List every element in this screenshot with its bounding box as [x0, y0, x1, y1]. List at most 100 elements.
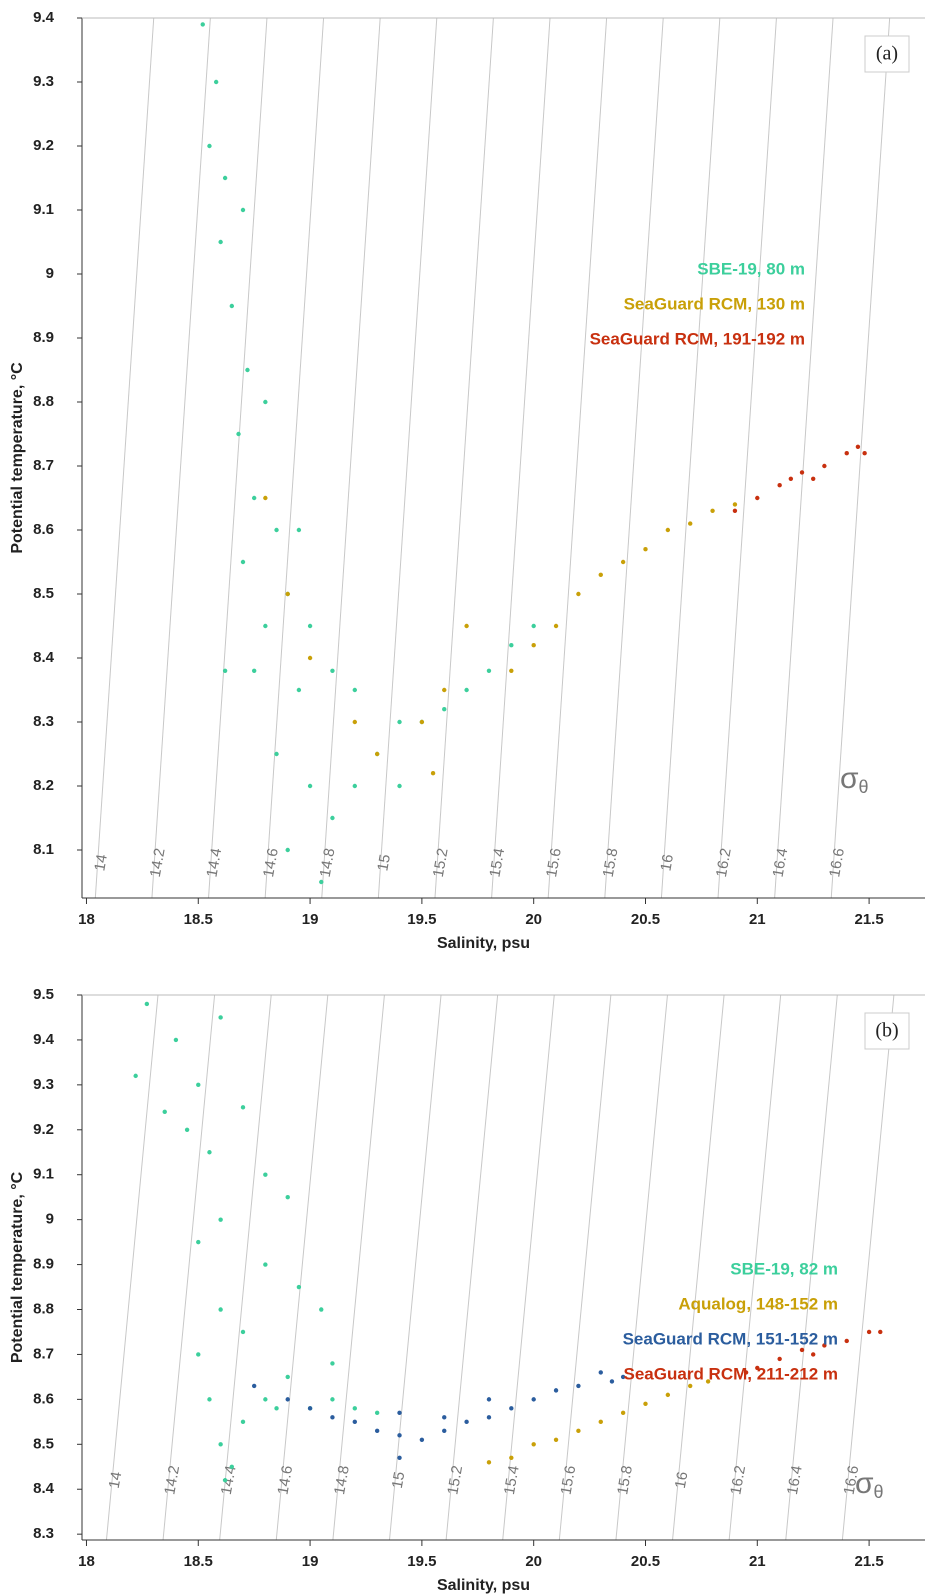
data-point: [486, 668, 492, 673]
x-tick-label: 21.5: [854, 911, 883, 928]
sigma: σ: [855, 1467, 874, 1500]
data-point: [274, 751, 279, 757]
isopycnal: [321, 18, 381, 898]
isopycnal-label: 14.4: [218, 1464, 240, 1496]
y-tick-label: 9.1: [33, 201, 54, 218]
data-point: [285, 1374, 290, 1380]
y-tick-label: 8.7: [33, 1345, 54, 1362]
isopycnal: [774, 18, 834, 898]
data-point: [330, 1397, 335, 1402]
data-point: [732, 508, 738, 513]
y-tick-label: 9.2: [33, 1121, 54, 1138]
isopycnal: [830, 18, 891, 898]
data-point: [307, 783, 313, 789]
data-point: [218, 1015, 223, 1020]
data-point: [352, 1419, 358, 1425]
isopycnal: [672, 995, 725, 1540]
data-point: [222, 175, 228, 181]
isopycnal-label: 14.8: [317, 847, 339, 879]
isopycnal-label: 14.2: [161, 1464, 183, 1496]
isopycnal: [841, 995, 895, 1540]
data-point: [285, 1194, 290, 1200]
y-tick-label: 9.3: [33, 1076, 54, 1093]
data-point: [285, 847, 290, 853]
data-point: [240, 1329, 246, 1335]
data-point: [598, 572, 603, 577]
data-point: [307, 623, 313, 629]
data-point: [620, 1410, 626, 1416]
isopycnal: [728, 995, 782, 1540]
data-point: [609, 1379, 615, 1384]
data-point: [553, 1437, 559, 1443]
data-point: [196, 1082, 201, 1088]
isopycnal-label: 15: [389, 1470, 409, 1489]
isopycnal-label: 16.2: [713, 847, 735, 879]
y-tick-label: 8.9: [33, 329, 54, 346]
data-point: [263, 623, 268, 629]
legend-entry: Aqualog, 148-152 m: [678, 1294, 838, 1313]
data-point: [274, 1406, 279, 1411]
data-point: [397, 1410, 402, 1416]
isopycnal-label: 15.4: [486, 847, 508, 879]
legend-entry: SeaGuard RCM, 191-192 m: [590, 329, 805, 348]
panel-label-box: [864, 35, 910, 73]
data-point: [576, 591, 581, 597]
data-point: [374, 1428, 380, 1434]
data-point: [263, 495, 268, 501]
plot-area: 14 14.2 14.4 14.6 14.8 15 15.2 15.4 15.6 15.8 16 16…: [91, 18, 891, 898]
data-point: [710, 508, 715, 513]
isopycnal: [94, 18, 155, 898]
isopycnal: [105, 995, 159, 1540]
isopycnal-label: 15.2: [430, 847, 452, 879]
isopycnal: [785, 995, 838, 1540]
data-point: [330, 1415, 335, 1420]
data-point: [777, 1356, 782, 1362]
data-point: [397, 783, 402, 789]
isopycnal: [491, 18, 551, 898]
data-point: [531, 1442, 536, 1447]
data-point: [200, 22, 205, 27]
data-point: [442, 1428, 447, 1434]
isopycnal-label: 15: [374, 853, 394, 872]
data-point: [464, 687, 469, 693]
data-point: [486, 1415, 492, 1420]
x-tick-label: 18: [78, 1553, 95, 1570]
data-point: [218, 1217, 223, 1222]
x-tick-label: 19.5: [407, 1553, 436, 1570]
isopycnal-label: 16: [672, 1470, 692, 1489]
sigma: σ: [840, 762, 859, 795]
data-point: [688, 1383, 693, 1389]
data-point: [263, 399, 268, 405]
plot-area: 14 14.2 14.4 14.6 14.8 15 15.2 15.4 15.6 15.8 16 16…: [105, 995, 895, 1540]
data-point: [352, 719, 358, 725]
isopycnal-label: 14: [106, 1470, 126, 1489]
isopycnal-label: 15.6: [543, 847, 565, 879]
data-point: [531, 623, 536, 629]
data-point: [822, 1343, 827, 1348]
data-point: [855, 444, 861, 449]
x-tick-label: 21.5: [854, 1553, 883, 1570]
isopycnal-label: 15.2: [444, 1464, 466, 1496]
data-point: [397, 1433, 402, 1438]
data-point: [245, 367, 250, 373]
sigma-subscript: θ: [859, 777, 869, 797]
data-point: [307, 655, 313, 661]
data-point: [307, 1406, 313, 1411]
isopycnal-symbol: σθ: [840, 762, 869, 797]
legend-entry: SBE-19, 82 m: [730, 1259, 838, 1278]
isopycnal-label: 14: [91, 853, 111, 872]
legend-entry: SeaGuard RCM, 211-212 m: [624, 1364, 838, 1383]
x-tick-label: 18.5: [184, 911, 213, 928]
sigma-subscript: θ: [874, 1482, 884, 1502]
isopycnal-label: 16.6: [826, 847, 848, 879]
data-point: [531, 643, 536, 648]
data-point: [862, 451, 867, 456]
data-point: [218, 1442, 223, 1447]
data-point: [844, 451, 849, 456]
data-point: [330, 1361, 335, 1366]
panel-label-box: [864, 1012, 910, 1050]
data-point: [705, 1379, 711, 1384]
data-point: [222, 668, 228, 673]
y-tick-label: 9.1: [33, 1166, 54, 1183]
